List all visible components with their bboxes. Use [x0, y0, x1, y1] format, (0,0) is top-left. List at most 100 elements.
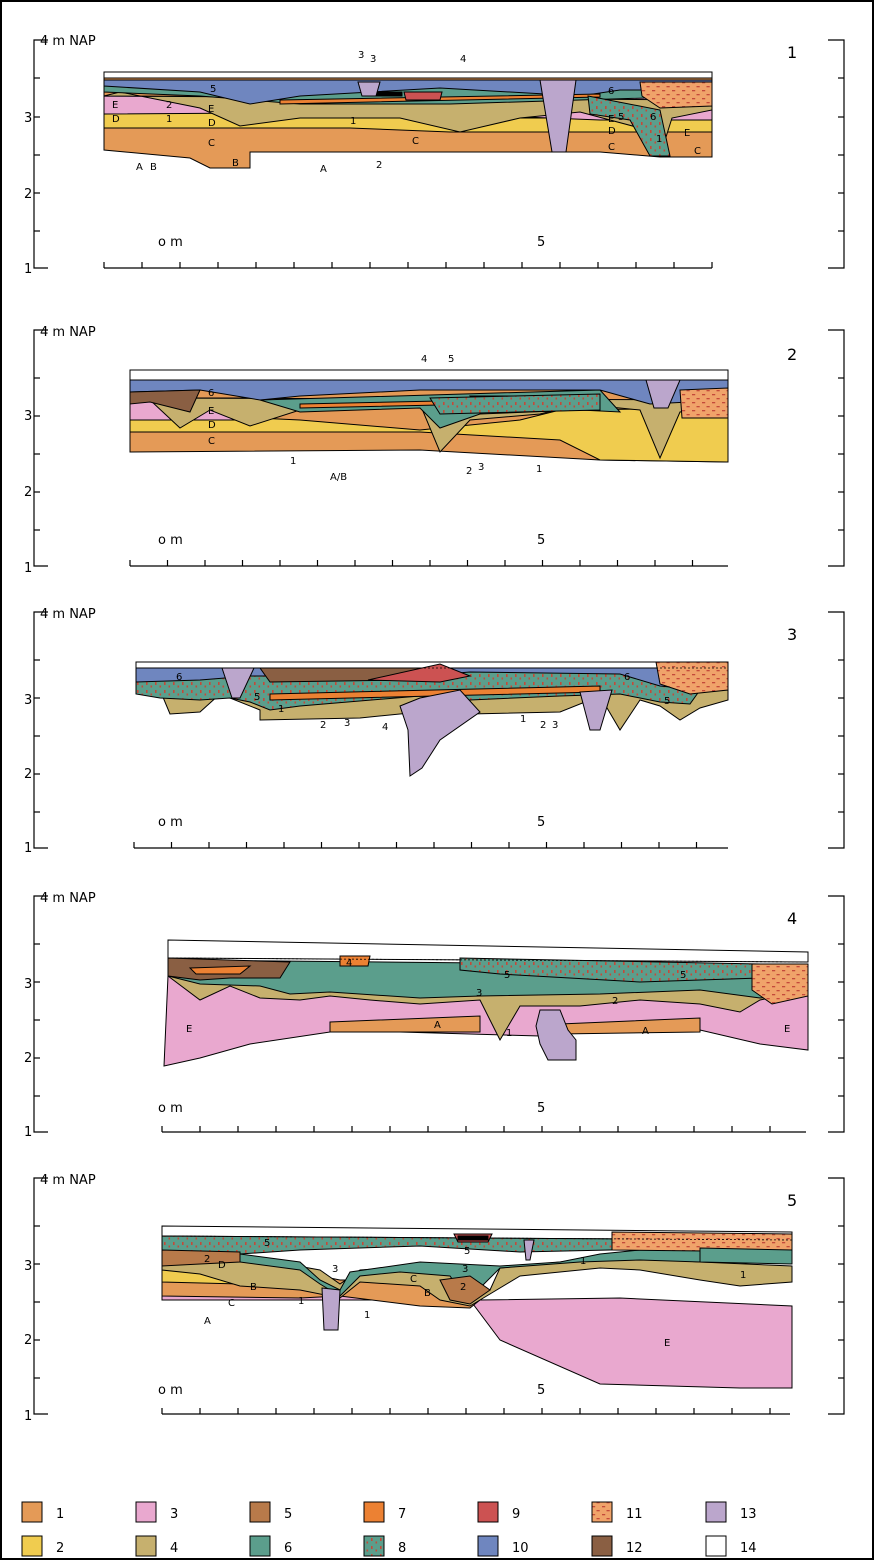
axis-x-label-5: 5 [537, 235, 545, 250]
svg-text:A/B: A/B [330, 472, 347, 483]
svg-text:5: 5 [210, 84, 216, 95]
svg-text:E: E [684, 128, 690, 139]
svg-text:4: 4 [346, 958, 352, 969]
svg-text:3: 3 [344, 718, 350, 729]
axis-x-label-0m: o m [158, 1383, 183, 1398]
svg-text:2: 2 [540, 720, 546, 731]
svg-text:2: 2 [204, 1254, 210, 1265]
axis-x-label-0m: o m [158, 235, 183, 250]
svg-text:C: C [208, 436, 215, 447]
panel-1: 4 m NAP 3 2 1 o m 5 1 A B B [24, 34, 845, 277]
axis-x-label-5: 5 [537, 533, 545, 548]
svg-text:6: 6 [608, 86, 614, 97]
svg-text:E: E [186, 1024, 192, 1035]
svg-text:1: 1 [656, 134, 662, 145]
svg-text:3: 3 [462, 1264, 468, 1275]
svg-text:1: 1 [278, 704, 284, 715]
svg-text:1: 1 [166, 114, 172, 125]
svg-text:A: A [642, 1026, 649, 1037]
svg-text:1: 1 [520, 714, 526, 725]
axis-x-label-0m: o m [158, 815, 183, 830]
svg-text:D: D [608, 126, 616, 137]
axis-x-label-5: 5 [537, 815, 545, 830]
panel-4-number: 4 [787, 909, 797, 928]
svg-text:A: A [320, 164, 327, 175]
svg-text:5: 5 [664, 696, 670, 707]
svg-text:2: 2 [612, 996, 618, 1007]
axis-y-label-3: 3 [24, 693, 32, 708]
svg-text:E: E [784, 1024, 790, 1035]
axis-x-label-0m: o m [158, 533, 183, 548]
svg-text:1: 1 [506, 1028, 512, 1039]
legend-swatch-2 [21, 1535, 43, 1557]
svg-text:C: C [608, 142, 615, 153]
svg-text:A: A [434, 1020, 441, 1031]
svg-text:5: 5 [464, 1246, 470, 1257]
svg-text:5: 5 [680, 970, 686, 981]
legend-label-8: 8 [398, 1541, 406, 1556]
svg-text:B: B [424, 1288, 431, 1299]
svg-text:6: 6 [650, 112, 656, 123]
svg-text:3: 3 [332, 1264, 338, 1275]
svg-text:1: 1 [350, 116, 356, 127]
svg-text:1: 1 [740, 1270, 746, 1281]
legend-swatch-10 [477, 1535, 499, 1557]
svg-text:3: 3 [478, 462, 484, 473]
axis-y-label-2: 2 [24, 767, 32, 782]
svg-text:E: E [112, 100, 118, 111]
svg-text:D: D [208, 420, 216, 431]
svg-text:1: 1 [536, 464, 542, 475]
panel-5-labels: A B B C C D E 1 1 1 1 2 2 3 3 5 5 [204, 1238, 746, 1349]
legend-label-6: 6 [284, 1541, 292, 1556]
axis-y-label-2: 2 [24, 1051, 32, 1066]
svg-text:1: 1 [298, 1296, 304, 1307]
svg-text:A: A [136, 162, 143, 173]
panel-5-number: 5 [787, 1191, 797, 1210]
svg-text:E: E [208, 406, 214, 417]
svg-text:C: C [228, 1298, 235, 1309]
panel-1-labels: A B B A C C C D D D E E E E C 1 1 1 2 2 … [112, 50, 701, 175]
legend-label-5: 5 [284, 1507, 292, 1522]
legend-swatch-7 [363, 1501, 385, 1523]
axis-y-label-1: 1 [24, 841, 32, 856]
svg-text:2: 2 [320, 720, 326, 731]
legend-swatch-8 [363, 1535, 385, 1557]
axis-y-label-1: 1 [24, 1125, 32, 1140]
axis-top-label: 4 m NAP [40, 325, 96, 340]
legend-label-4: 4 [170, 1541, 178, 1556]
svg-text:B: B [150, 162, 157, 173]
axis-y-label-1: 1 [24, 1409, 32, 1424]
axis-y-label-3: 3 [24, 409, 32, 424]
svg-text:5: 5 [448, 354, 454, 365]
legend-label-10: 10 [512, 1541, 529, 1556]
legend-label-7: 7 [398, 1507, 406, 1522]
svg-text:1: 1 [364, 1310, 370, 1321]
panel-3-strata [135, 661, 729, 777]
axis-x-label-0m: o m [158, 1101, 183, 1116]
svg-text:2: 2 [376, 160, 382, 171]
svg-text:6: 6 [176, 672, 182, 683]
legend-swatch-6 [249, 1535, 271, 1557]
svg-text:4: 4 [382, 722, 388, 733]
legend-swatch-13 [705, 1501, 727, 1523]
svg-text:5: 5 [504, 970, 510, 981]
axis-y-label-1: 1 [24, 262, 32, 277]
legend-swatch-1 [21, 1501, 43, 1523]
legend-label-14: 14 [740, 1541, 757, 1556]
axis-y-label-3: 3 [24, 1259, 32, 1274]
legend-label-1: 1 [56, 1507, 64, 1522]
svg-text:2: 2 [166, 100, 172, 111]
svg-text:E: E [208, 104, 214, 115]
legend-label-3: 3 [170, 1507, 178, 1522]
svg-text:5: 5 [618, 112, 624, 123]
svg-text:3: 3 [358, 50, 364, 61]
axis-x-label-5: 5 [537, 1383, 545, 1398]
svg-text:4: 4 [421, 354, 427, 365]
svg-text:D: D [218, 1260, 226, 1271]
panel-3: 4 m NAP 3 2 1 o m 5 3 6 6 5 5 1 1 2 [24, 607, 845, 856]
panel-5-strata [161, 1225, 793, 1389]
